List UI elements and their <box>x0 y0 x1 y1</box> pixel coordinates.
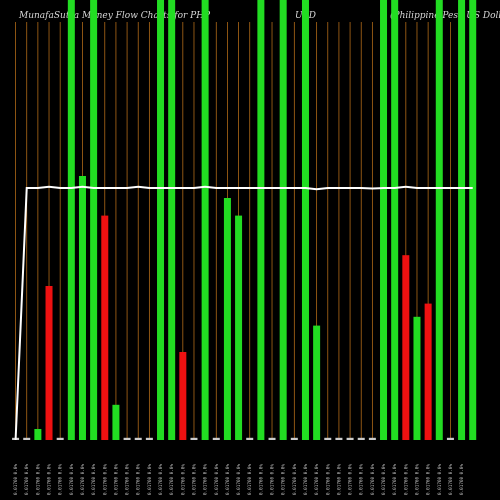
x-tick-label: 0.01760 0.0% <box>303 464 309 495</box>
neutral-bar <box>346 437 354 440</box>
x-tick-label: 0.01760 0.0% <box>91 464 97 495</box>
x-tick-label: 0.01760 0.0% <box>247 464 253 495</box>
x-tick-label: 0.01760 0.0% <box>214 464 220 495</box>
x-tick-label: 0.01760 0.0% <box>437 464 443 495</box>
x-tick-label: 0.01760 0.0% <box>136 464 142 495</box>
x-tick-label: 0.01760 0.0% <box>281 464 287 495</box>
x-tick-label: 0.01760 0.0% <box>448 464 454 495</box>
price-line <box>14 185 473 441</box>
neutral-bar <box>290 437 298 440</box>
x-tick-label: 0.01760 0.0% <box>314 464 320 495</box>
x-tick-labels: 0.01760 0.0% 0.01760 0.0% 0.01760 0.0% 0.01… <box>13 464 465 495</box>
inflow-bar <box>34 429 42 440</box>
neutral-bar <box>335 437 343 440</box>
neutral-bar <box>368 437 376 440</box>
x-tick-label: 0.01760 0.0% <box>180 464 186 495</box>
inflow-bar <box>78 176 86 440</box>
inflow-bar <box>279 0 287 440</box>
x-tick-label: 0.01760 0.0% <box>359 464 365 495</box>
x-tick-label: 0.01760 0.0% <box>169 464 175 495</box>
neutral-bar <box>123 437 131 440</box>
x-tick-label: 0.01760 0.0% <box>24 464 30 495</box>
inflow-bar <box>157 0 165 440</box>
inflow-bar <box>435 0 443 440</box>
inflow-bar <box>67 0 75 440</box>
neutral-bar <box>212 437 220 440</box>
inflow-bar <box>223 198 231 440</box>
inflow-bar <box>380 0 388 440</box>
x-tick-label: 0.01760 0.0% <box>348 464 354 495</box>
x-tick-label: 0.01760 0.0% <box>125 464 131 495</box>
x-tick-label: 0.01760 0.0% <box>58 464 64 495</box>
x-tick-label: 0.01760 0.0% <box>225 464 231 495</box>
x-tick-label: 0.01760 0.0% <box>13 464 19 495</box>
inflow-bar <box>201 0 209 440</box>
inflow-bar <box>235 215 243 440</box>
inflow-bar <box>391 0 399 440</box>
x-tick-label: 0.01760 0.0% <box>258 464 264 495</box>
x-tick-label: 0.01760 0.0% <box>113 464 119 495</box>
x-tick-label: 0.01760 0.0% <box>191 464 197 495</box>
x-tick-label: 0.01760 0.0% <box>147 464 153 495</box>
outflow-bar <box>179 352 187 440</box>
neutral-bar <box>134 437 142 440</box>
outflow-bar <box>424 303 432 440</box>
neutral-bar <box>56 437 64 440</box>
inflow-bar <box>257 0 265 440</box>
outflow-bar <box>45 286 53 440</box>
x-tick-label: 0.01760 0.0% <box>459 464 465 495</box>
x-tick-label: 0.01760 0.0% <box>203 464 209 495</box>
neutral-bar <box>246 437 254 440</box>
x-tick-label: 0.01760 0.0% <box>414 464 420 495</box>
x-tick-label: 0.01760 0.0% <box>403 464 409 495</box>
inflow-bar <box>313 325 321 440</box>
neutral-bar <box>446 437 454 440</box>
price-line-group <box>14 185 473 441</box>
x-tick-label: 0.01760 0.0% <box>102 464 108 495</box>
bars <box>12 0 477 440</box>
x-tick-label: 0.01760 0.0% <box>370 464 376 495</box>
outflow-bar <box>402 255 410 440</box>
x-tick-label: 0.01760 0.0% <box>381 464 387 495</box>
x-tick-label: 0.01760 0.0% <box>270 464 276 495</box>
neutral-bar <box>268 437 276 440</box>
x-tick-label: 0.01760 0.0% <box>35 464 41 495</box>
outflow-bar <box>101 215 109 440</box>
chart-subtitle: (Philippine Peso US Dollar <box>390 11 500 21</box>
inflow-bar <box>469 0 477 440</box>
chart-title: MunafaSutra Money Flow Charts for PHP <box>19 11 211 21</box>
inflow-bar <box>301 0 309 440</box>
x-tick-label: 0.01760 0.0% <box>336 464 342 495</box>
neutral-bar <box>145 437 153 440</box>
inflow-bar <box>458 0 466 440</box>
neutral-bar <box>324 437 332 440</box>
neutral-bar <box>357 437 365 440</box>
x-tick-label: 0.01760 0.0% <box>426 464 432 495</box>
x-tick-label: 0.01760 0.0% <box>392 464 398 495</box>
inflow-bar <box>168 0 176 440</box>
x-tick-label: 0.01760 0.0% <box>236 464 242 495</box>
inflow-bar <box>413 316 421 440</box>
neutral-bar <box>23 437 31 440</box>
x-tick-label: 0.01760 0.0% <box>47 464 53 495</box>
x-tick-label: 0.01760 0.0% <box>292 464 298 495</box>
x-tick-label: 0.01760 0.0% <box>325 464 331 495</box>
neutral-bar <box>190 437 198 440</box>
inflow-bar <box>90 0 98 440</box>
x-tick-label: 0.01760 0.0% <box>158 464 164 495</box>
inflow-bar <box>112 404 120 440</box>
x-tick-label: 0.01760 0.0% <box>69 464 75 495</box>
x-tick-label: 0.01760 0.0% <box>80 464 86 495</box>
